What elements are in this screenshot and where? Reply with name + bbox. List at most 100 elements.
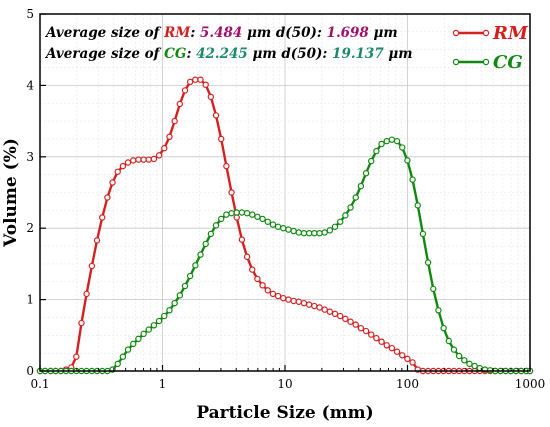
legend-label: RM bbox=[492, 23, 529, 44]
data-point-RM bbox=[388, 344, 396, 352]
data-point-RM bbox=[280, 294, 287, 302]
y-axis-title: Volume (%) bbox=[1, 138, 21, 248]
annotation-segment: μm d(50): bbox=[248, 46, 332, 62]
data-point-RM bbox=[228, 189, 235, 196]
x-tick-label: 100 bbox=[396, 377, 419, 391]
data-point-CG bbox=[176, 292, 184, 299]
data-point-CG bbox=[347, 204, 354, 211]
data-point-RM bbox=[295, 298, 302, 305]
data-point-CG bbox=[207, 230, 215, 238]
data-point-CG bbox=[161, 312, 168, 320]
data-point-CG bbox=[409, 176, 416, 183]
data-point-RM bbox=[290, 297, 297, 305]
data-point-CG bbox=[300, 229, 308, 237]
data-point-CG bbox=[197, 251, 204, 258]
data-point-CG bbox=[269, 221, 277, 228]
annotation-segment: RM bbox=[163, 25, 191, 41]
data-point-RM bbox=[99, 214, 106, 221]
data-point-CG bbox=[414, 202, 421, 209]
data-point-RM bbox=[212, 112, 220, 119]
y-tick-label: 2 bbox=[26, 221, 34, 235]
data-point-CG bbox=[388, 136, 396, 143]
x-tick-label: 0.1 bbox=[30, 377, 49, 391]
data-point-CG bbox=[331, 223, 339, 230]
annotation-segment: 1.698 bbox=[327, 25, 370, 41]
data-point-CG bbox=[368, 157, 375, 165]
data-point-RM bbox=[93, 237, 101, 244]
annotation-segment: μm bbox=[369, 25, 398, 41]
annotations: Average size of RM: 5.484 μm d(50): 1.69… bbox=[44, 25, 413, 62]
data-point-CG bbox=[238, 209, 246, 216]
legend-marker bbox=[482, 58, 490, 66]
data-point-RM bbox=[171, 117, 178, 125]
x-tick-label: 10 bbox=[277, 377, 292, 391]
data-point-CG bbox=[192, 262, 199, 269]
data-point-RM bbox=[88, 262, 96, 270]
data-point-RM bbox=[145, 156, 152, 163]
data-point-RM bbox=[73, 353, 80, 360]
data-point-RM bbox=[186, 78, 194, 86]
data-point-RM bbox=[393, 348, 401, 355]
data-point-RM bbox=[83, 290, 90, 298]
data-point-CG bbox=[218, 215, 225, 223]
data-point-CG bbox=[336, 218, 344, 225]
data-point-RM bbox=[176, 100, 184, 108]
data-point-CG bbox=[295, 229, 302, 236]
data-point-CG bbox=[357, 182, 365, 190]
data-point-RM bbox=[352, 321, 359, 328]
data-point-CG bbox=[274, 223, 282, 230]
axis-ticks: 0.1 1 10 100 1000 0 1 2 3 4 5 bbox=[26, 7, 545, 391]
data-point-CG bbox=[150, 322, 158, 329]
legend-marker bbox=[452, 29, 460, 37]
annotation-segment: 42.245 bbox=[196, 46, 248, 62]
data-point-CG bbox=[202, 240, 209, 248]
data-point-CG bbox=[305, 229, 313, 237]
data-point-RM bbox=[150, 155, 158, 163]
data-point-RM bbox=[202, 81, 209, 88]
data-point-CG bbox=[393, 137, 401, 145]
data-point-RM bbox=[399, 352, 406, 359]
data-point-CG bbox=[352, 194, 359, 201]
legend-item-RM: RM bbox=[452, 23, 529, 44]
legend: RM CG bbox=[452, 23, 529, 73]
data-point-RM bbox=[254, 275, 261, 283]
data-point-RM bbox=[357, 324, 365, 332]
data-point-RM bbox=[378, 338, 385, 345]
x-tick-label: 1000 bbox=[515, 377, 546, 391]
data-point-RM bbox=[274, 292, 282, 300]
data-point-CG bbox=[450, 346, 458, 353]
data-point-CG bbox=[321, 229, 328, 236]
data-point-RM bbox=[114, 168, 121, 175]
data-point-CG bbox=[259, 215, 266, 223]
y-tick-label: 0 bbox=[26, 364, 34, 378]
data-point-CG bbox=[228, 210, 235, 217]
data-point-CG bbox=[145, 326, 152, 333]
annotation-segment: CG bbox=[164, 46, 186, 62]
data-point-CG bbox=[243, 210, 251, 217]
annotation-segment: : bbox=[186, 46, 196, 62]
y-tick-label: 3 bbox=[26, 150, 34, 164]
data-point-CG bbox=[233, 209, 240, 216]
data-point-CG bbox=[114, 360, 121, 368]
data-point-RM bbox=[155, 152, 163, 159]
data-point-CG bbox=[440, 324, 447, 332]
data-point-RM bbox=[78, 319, 85, 327]
data-point-RM bbox=[336, 312, 344, 320]
data-point-CG bbox=[326, 227, 334, 234]
data-point-RM bbox=[259, 282, 266, 289]
legend-item-CG: CG bbox=[452, 52, 523, 73]
data-point-RM bbox=[373, 334, 380, 342]
data-point-RM bbox=[223, 162, 230, 170]
annotation-segment: 19.137 bbox=[332, 46, 384, 62]
data-point-RM bbox=[331, 310, 339, 318]
data-point-CG bbox=[285, 226, 292, 233]
annotation-segment: 5.484 bbox=[200, 25, 242, 41]
data-point-RM bbox=[207, 93, 215, 101]
data-point-RM bbox=[166, 133, 173, 141]
x-axis-title: Particle Size (mm) bbox=[196, 403, 373, 423]
stats-annotation-line: Average size of RM: 5.484 μm d(50): 1.69… bbox=[44, 25, 398, 41]
data-point-RM bbox=[181, 87, 189, 94]
data-point-CG bbox=[399, 144, 406, 151]
data-point-CG bbox=[383, 137, 390, 145]
